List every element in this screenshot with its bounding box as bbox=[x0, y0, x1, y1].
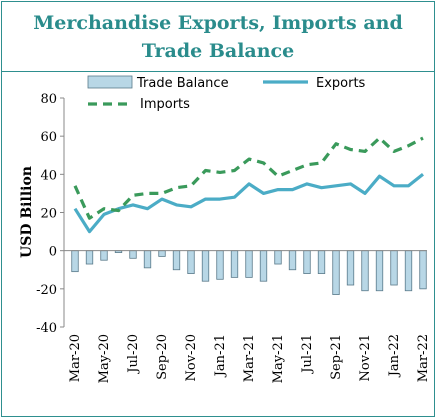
x-tick-label: May-20 bbox=[97, 334, 112, 383]
trade-balance-bar bbox=[100, 250, 108, 261]
trade-balance-bar bbox=[143, 250, 152, 269]
y-tick-label: 0 bbox=[49, 245, 57, 260]
y-tick-label: 60 bbox=[40, 130, 57, 145]
trade-balance-bar bbox=[230, 250, 239, 278]
trade-balance-bar bbox=[85, 250, 94, 265]
y-tick-label: -40 bbox=[36, 321, 57, 336]
x-tick-label: Nov-20 bbox=[184, 334, 199, 381]
trade-balance-bar bbox=[346, 250, 355, 286]
y-tick-label: 40 bbox=[40, 168, 57, 183]
axes-group: -40 -20 0 20 40 60 80 Mar-20 May-20 Jul-20 Sep-20 N… bbox=[36, 92, 431, 383]
trade-balance-bar bbox=[274, 250, 282, 265]
legend-label-imports: Imports bbox=[140, 97, 190, 112]
x-tick-label: Mar-21 bbox=[242, 334, 257, 382]
trade-balance-bar bbox=[201, 250, 210, 282]
imports-line bbox=[73, 136, 424, 220]
x-tick-label: Jul-21 bbox=[300, 334, 315, 375]
trade-balance-bar bbox=[245, 250, 253, 278]
legend: Trade Balance Exports Imports bbox=[87, 75, 366, 112]
legend-swatch-trade-balance bbox=[87, 75, 133, 89]
title-box: Merchandise Exports, Imports and Trade B… bbox=[2, 2, 434, 72]
y-axis-label: USD Billion bbox=[19, 166, 35, 258]
x-tick-label: Nov-21 bbox=[358, 334, 373, 381]
trade-balance-bar bbox=[158, 250, 166, 257]
trade-balance-bar bbox=[172, 250, 181, 271]
trade-balance-bar bbox=[187, 250, 195, 274]
trade-balance-bar bbox=[317, 250, 326, 274]
trade-balance-bar bbox=[71, 250, 79, 273]
x-tick-label: Mar-22 bbox=[416, 334, 431, 382]
chart-title: Merchandise Exports, Imports and Trade B… bbox=[33, 11, 403, 62]
legend-label-trade-balance: Trade Balance bbox=[136, 76, 229, 91]
trade-balance-bar bbox=[129, 250, 137, 259]
y-tick-label: 20 bbox=[40, 207, 57, 222]
y-tick-label: 80 bbox=[40, 92, 57, 107]
y-tick-label: -20 bbox=[36, 283, 57, 298]
x-tick-label: Sep-21 bbox=[329, 334, 344, 380]
trade-balance-bar bbox=[332, 250, 340, 295]
trade-balance-bar bbox=[375, 250, 384, 292]
x-tick-label: Jan-21 bbox=[213, 334, 228, 378]
x-tick-label: Jan-22 bbox=[387, 334, 402, 378]
trade-balance-bar bbox=[404, 250, 413, 292]
legend-label-exports: Exports bbox=[316, 76, 366, 91]
x-tick-label: Sep-20 bbox=[155, 334, 170, 380]
x-tick-label: May-21 bbox=[271, 334, 286, 383]
trade-balance-bar bbox=[390, 250, 398, 286]
exports-line bbox=[73, 173, 424, 234]
trade-balance-bar bbox=[303, 250, 311, 274]
trade-balance-bar bbox=[288, 250, 297, 271]
x-tick-label: Jul-20 bbox=[126, 334, 141, 375]
trade-balance-bar bbox=[259, 250, 268, 282]
x-tick-label: Mar-20 bbox=[68, 334, 83, 382]
trade-balance-bar bbox=[361, 250, 369, 292]
trade-balance-bar bbox=[216, 250, 224, 280]
lines-group bbox=[73, 136, 424, 234]
bars-group bbox=[71, 250, 427, 295]
trade-balance-bar bbox=[419, 250, 427, 290]
